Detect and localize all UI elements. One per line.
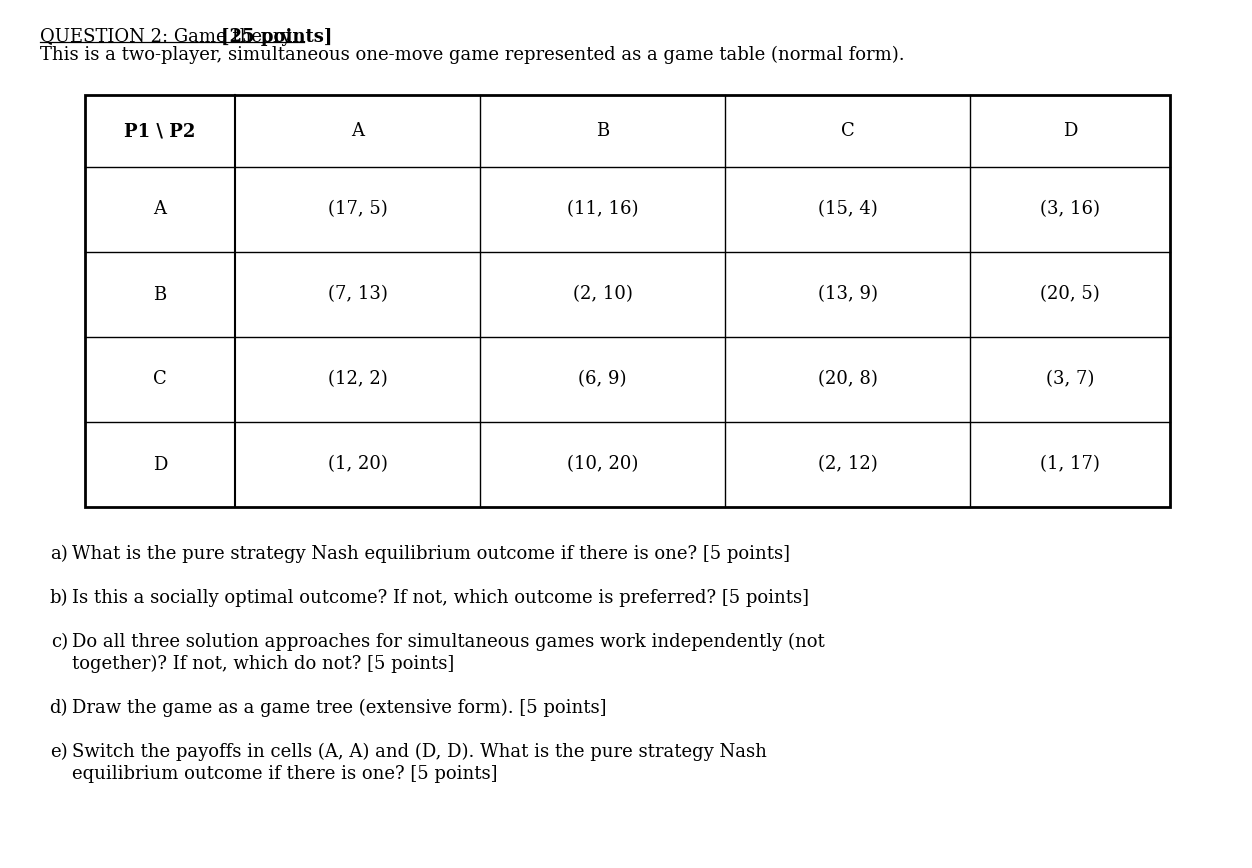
Text: (2, 12): (2, 12) bbox=[818, 456, 878, 474]
Text: (13, 9): (13, 9) bbox=[818, 286, 878, 304]
Text: A: A bbox=[351, 122, 364, 140]
Text: (11, 16): (11, 16) bbox=[567, 201, 639, 219]
Text: (17, 5): (17, 5) bbox=[328, 201, 387, 219]
Text: Draw the game as a game tree (extensive form). [5 points]: Draw the game as a game tree (extensive … bbox=[73, 699, 606, 717]
Text: e): e) bbox=[50, 743, 68, 761]
Text: This is a two-player, simultaneous one-move game represented as a game table (no: This is a two-player, simultaneous one-m… bbox=[40, 46, 905, 64]
Text: (1, 20): (1, 20) bbox=[328, 456, 387, 474]
Text: d): d) bbox=[50, 699, 68, 717]
Text: B: B bbox=[154, 286, 167, 304]
Text: P1 \ P2: P1 \ P2 bbox=[124, 122, 195, 140]
Text: (15, 4): (15, 4) bbox=[818, 201, 878, 219]
Text: (7, 13): (7, 13) bbox=[328, 286, 387, 304]
Text: Is this a socially optimal outcome? If not, which outcome is preferred? [5 point: Is this a socially optimal outcome? If n… bbox=[73, 589, 809, 607]
Text: C: C bbox=[840, 122, 854, 140]
Text: equilibrium outcome if there is one? [5 points]: equilibrium outcome if there is one? [5 … bbox=[73, 765, 497, 783]
Bar bbox=[85, 95, 1171, 507]
Text: (2, 10): (2, 10) bbox=[572, 286, 632, 304]
Text: (6, 9): (6, 9) bbox=[578, 371, 627, 389]
Text: [25 points]: [25 points] bbox=[222, 28, 333, 46]
Text: QUESTION 2: Game theory: QUESTION 2: Game theory bbox=[40, 28, 297, 46]
Text: C: C bbox=[153, 371, 167, 389]
Text: (10, 20): (10, 20) bbox=[567, 456, 639, 474]
Text: Switch the payoffs in cells (A, A) and (D, D). What is the pure strategy Nash: Switch the payoffs in cells (A, A) and (… bbox=[73, 743, 767, 761]
Text: (12, 2): (12, 2) bbox=[328, 371, 387, 389]
Text: D: D bbox=[1063, 122, 1077, 140]
Text: a): a) bbox=[50, 545, 68, 563]
Text: c): c) bbox=[51, 633, 68, 651]
Text: (3, 16): (3, 16) bbox=[1040, 201, 1101, 219]
Text: (1, 17): (1, 17) bbox=[1040, 456, 1101, 474]
Text: b): b) bbox=[50, 589, 68, 607]
Text: B: B bbox=[596, 122, 610, 140]
Text: Do all three solution approaches for simultaneous games work independently (not: Do all three solution approaches for sim… bbox=[73, 633, 825, 651]
Text: (20, 5): (20, 5) bbox=[1040, 286, 1099, 304]
Text: What is the pure strategy Nash equilibrium outcome if there is one? [5 points]: What is the pure strategy Nash equilibri… bbox=[73, 545, 790, 563]
Text: A: A bbox=[154, 201, 167, 219]
Text: (3, 7): (3, 7) bbox=[1045, 371, 1094, 389]
Text: (20, 8): (20, 8) bbox=[818, 371, 878, 389]
Text: D: D bbox=[153, 456, 168, 474]
Text: together)? If not, which do not? [5 points]: together)? If not, which do not? [5 poin… bbox=[73, 655, 454, 674]
